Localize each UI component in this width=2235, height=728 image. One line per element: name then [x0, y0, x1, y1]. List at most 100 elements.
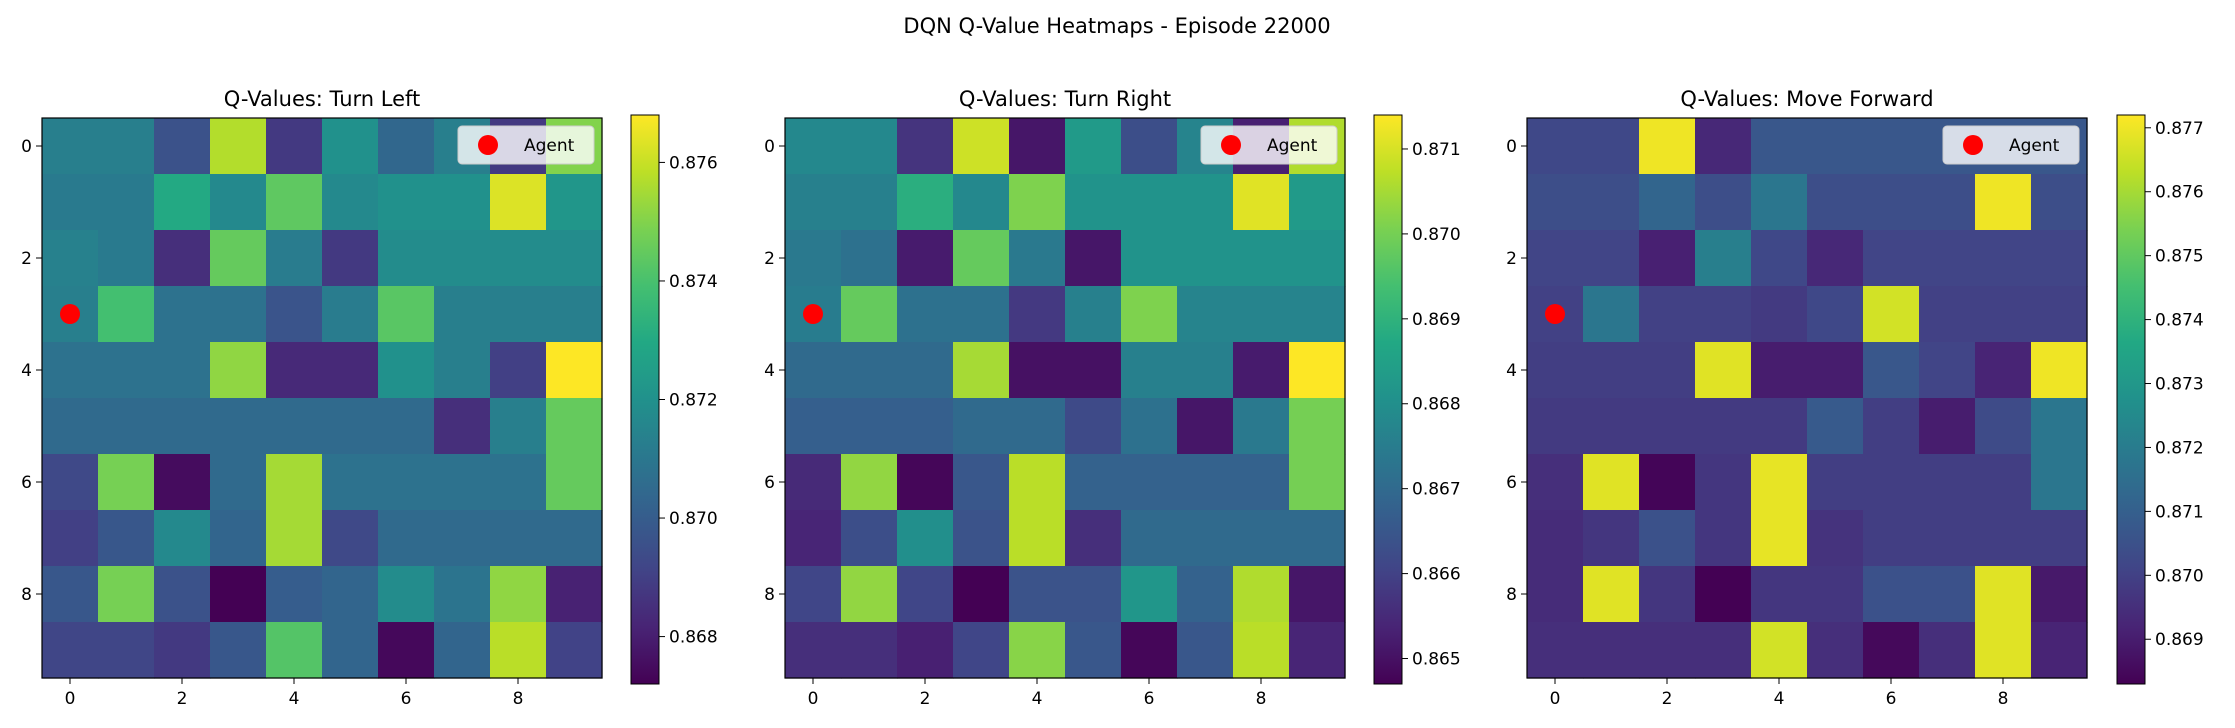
panel-title: Q-Values: Turn Right: [959, 87, 1171, 111]
heatmap-cell: [841, 454, 898, 511]
heatmap-cell: [1009, 622, 1066, 679]
heatmap-cell: [1009, 342, 1066, 399]
heatmap-cell: [210, 454, 267, 511]
heatmap-cell: [1065, 454, 1122, 511]
y-tick-label: 2: [764, 249, 775, 269]
heatmap-cell: [785, 398, 842, 455]
heatmap-cell: [1863, 398, 1920, 455]
heatmap-cell: [897, 622, 954, 679]
heatmap-cell: [322, 398, 379, 455]
heatmap-cell: [1975, 510, 2032, 567]
colorbar-tick-label: 0.874: [669, 272, 718, 292]
heatmap-cell: [1639, 342, 1696, 399]
heatmap-cell: [1639, 174, 1696, 231]
heatmap-cell: [210, 622, 267, 679]
panel-title: Q-Values: Move Forward: [1680, 87, 1933, 111]
heatmap-cell: [1863, 230, 1920, 287]
heatmap-cell: [1807, 566, 1864, 623]
heatmap-cell: [1527, 174, 1584, 231]
heatmap-cell: [1121, 510, 1178, 567]
heatmap-cell: [841, 342, 898, 399]
heatmap-cell: [1065, 286, 1122, 343]
heatmap-cell: [154, 230, 211, 287]
heatmap-cell: [1009, 510, 1066, 567]
heatmap-cell: [322, 454, 379, 511]
y-tick-label: 6: [764, 473, 775, 493]
heatmap-cell: [434, 622, 491, 679]
heatmap-cell: [1751, 342, 1808, 399]
heatmap-cell: [266, 342, 323, 399]
heatmap-cell: [1751, 622, 1808, 679]
legend-label: Agent: [524, 136, 575, 156]
heatmap-cell: [1121, 230, 1178, 287]
heatmap-cell: [1233, 566, 1290, 623]
heatmap-cell: [1065, 510, 1122, 567]
heatmap-cell: [434, 454, 491, 511]
heatmap-cell: [1751, 566, 1808, 623]
colorbar-tick-label: 0.870: [2155, 566, 2204, 586]
heatmap-cell: [1919, 622, 1976, 679]
heatmap-cell: [897, 230, 954, 287]
heatmap-cell: [1177, 286, 1234, 343]
heatmap-cell: [1527, 398, 1584, 455]
heatmap-cell: [841, 174, 898, 231]
heatmap-cell: [897, 398, 954, 455]
heatmap-cell: [1583, 342, 1640, 399]
heatmap-cell: [490, 510, 547, 567]
heatmap-cell: [1751, 454, 1808, 511]
heatmap-cell: [210, 174, 267, 231]
x-tick-label: 4: [289, 689, 300, 709]
heatmap-cell: [490, 342, 547, 399]
y-tick-label: 2: [1506, 249, 1517, 269]
heatmap-cell: [154, 566, 211, 623]
y-tick-label: 8: [21, 585, 32, 605]
heatmap-cell: [1863, 174, 1920, 231]
heatmap-cell: [1639, 566, 1696, 623]
heatmap-cell: [1751, 230, 1808, 287]
colorbar-tick-label: 0.874: [2155, 311, 2204, 331]
legend-agent-marker: [1963, 135, 1983, 155]
heatmap-cell: [785, 622, 842, 679]
heatmap-cell: [1177, 510, 1234, 567]
axes-frame: [41, 117, 603, 679]
heatmap-cell: [1233, 510, 1290, 567]
heatmap-cell: [546, 174, 603, 231]
x-tick-label: 8: [1256, 689, 1267, 709]
x-tick-label: 8: [513, 689, 524, 709]
heatmap-cell: [1639, 118, 1696, 175]
heatmap-cell: [490, 230, 547, 287]
heatmap-cell: [1639, 286, 1696, 343]
heatmap-cell: [785, 230, 842, 287]
heatmap-cell: [322, 174, 379, 231]
y-tick-label: 4: [1506, 361, 1517, 381]
heatmap-cell: [1583, 174, 1640, 231]
heatmap-cell: [1177, 622, 1234, 679]
heatmap-cell: [210, 342, 267, 399]
heatmap-cell: [1289, 230, 1346, 287]
heatmap-cell: [266, 118, 323, 175]
heatmap-cell: [1863, 286, 1920, 343]
heatmap-cell: [154, 286, 211, 343]
heatmap-cell: [1695, 398, 1752, 455]
heatmap-cell: [1233, 174, 1290, 231]
y-tick-label: 6: [21, 473, 32, 493]
heatmap-cell: [42, 454, 99, 511]
heatmap-cell: [1527, 230, 1584, 287]
heatmap-cell: [2031, 230, 2088, 287]
heatmap-cell: [1975, 566, 2032, 623]
heatmap-cell: [154, 398, 211, 455]
heatmap-cell: [1583, 118, 1640, 175]
heatmap-cell: [1695, 118, 1752, 175]
heatmap-cell: [841, 286, 898, 343]
heatmap-cell: [1919, 566, 1976, 623]
heatmap-cell: [546, 342, 603, 399]
heatmap-cell: [1975, 454, 2032, 511]
heatmap-cell: [42, 118, 99, 175]
heatmap-cell: [1639, 398, 1696, 455]
heatmap-cell: [266, 454, 323, 511]
axes-frame: [784, 117, 1346, 679]
heatmap-cell: [546, 398, 603, 455]
heatmap-cell: [1121, 454, 1178, 511]
y-tick-label: 0: [1506, 137, 1517, 157]
heatmap-cell: [1751, 174, 1808, 231]
